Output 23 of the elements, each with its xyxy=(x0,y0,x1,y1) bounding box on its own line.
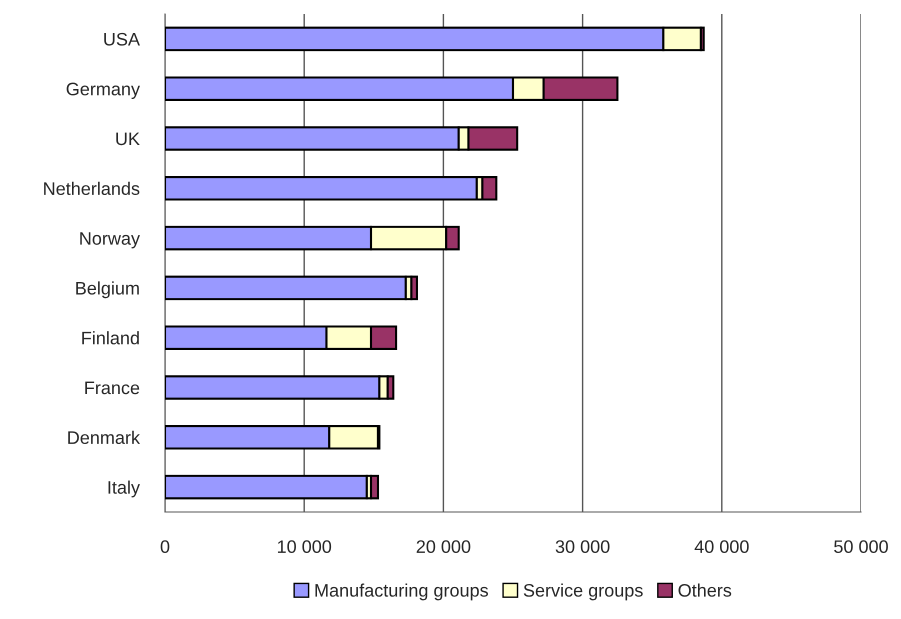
y-tick-label: France xyxy=(85,382,140,394)
bar xyxy=(165,474,368,500)
y-tick-label: USA xyxy=(104,32,140,46)
y-tick-label: UK xyxy=(116,132,140,146)
bar xyxy=(165,276,407,300)
y-tick-label: Italy xyxy=(108,480,140,498)
y-tick-label: Denmark xyxy=(68,430,140,444)
bar xyxy=(165,176,478,201)
y-tick-label: Finland xyxy=(82,331,139,344)
y-tick-label: Netherlands xyxy=(44,182,140,196)
bar xyxy=(370,474,380,500)
x-tick-label: 50 000 xyxy=(834,540,888,554)
y-tick-label: Germany xyxy=(66,82,140,99)
x-tick-label: 10 000 xyxy=(278,540,332,554)
y-tick-label: Norway xyxy=(80,232,140,248)
x-tick-label: 30 000 xyxy=(556,540,610,554)
x-tick-label: 40 000 xyxy=(694,540,749,554)
x-tick-label: 20 000 xyxy=(416,540,470,554)
legend-label: Manufacturing groups xyxy=(315,584,488,600)
y-tick-label: Belgium xyxy=(76,281,139,298)
x-tick-label: 0 xyxy=(160,540,170,554)
legend-label: Service groups xyxy=(524,584,643,600)
legend-label: Others xyxy=(678,584,732,597)
